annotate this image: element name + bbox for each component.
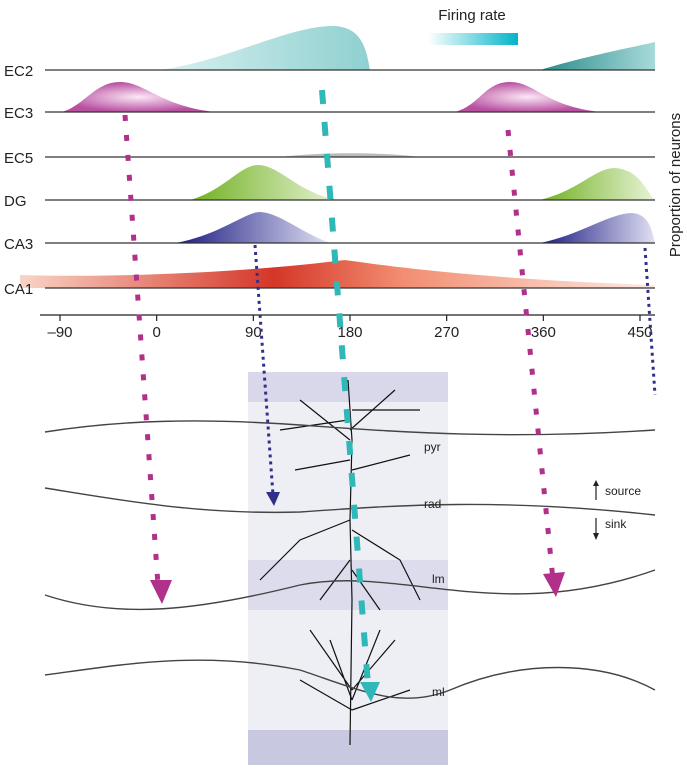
row-label: EC3 [4,105,33,122]
neuron-image [248,372,448,765]
legend-gradient [428,33,518,45]
row-label: EC5 [4,150,33,167]
x-tick-label: –90 [47,324,72,341]
legend-title: Firing rate [438,7,506,24]
layer-label: rad [424,497,441,511]
layer-label: ml [432,685,445,699]
row-label: CA3 [4,236,33,253]
layer-label: lm [432,572,445,586]
x-tick-label: 0 [152,324,160,341]
row-label: DG [4,193,27,210]
layer-label: pyr [424,440,441,454]
current-label: source [605,484,641,498]
x-tick-label: 360 [531,324,556,341]
x-tick-label: 270 [434,324,459,341]
row-labels: EC2 EC3 EC5 DG CA3 CA1 [4,63,33,298]
x-tick-label: 90 [245,324,262,341]
x-tick-label: 450 [627,324,652,341]
y-axis-label: Proportion of neurons [667,113,684,257]
figure: Firing rate Proportion of neurons EC2 EC3… [0,0,687,772]
current-label: sink [605,517,627,531]
row-label: CA1 [4,281,33,298]
row-label: EC2 [4,63,33,80]
